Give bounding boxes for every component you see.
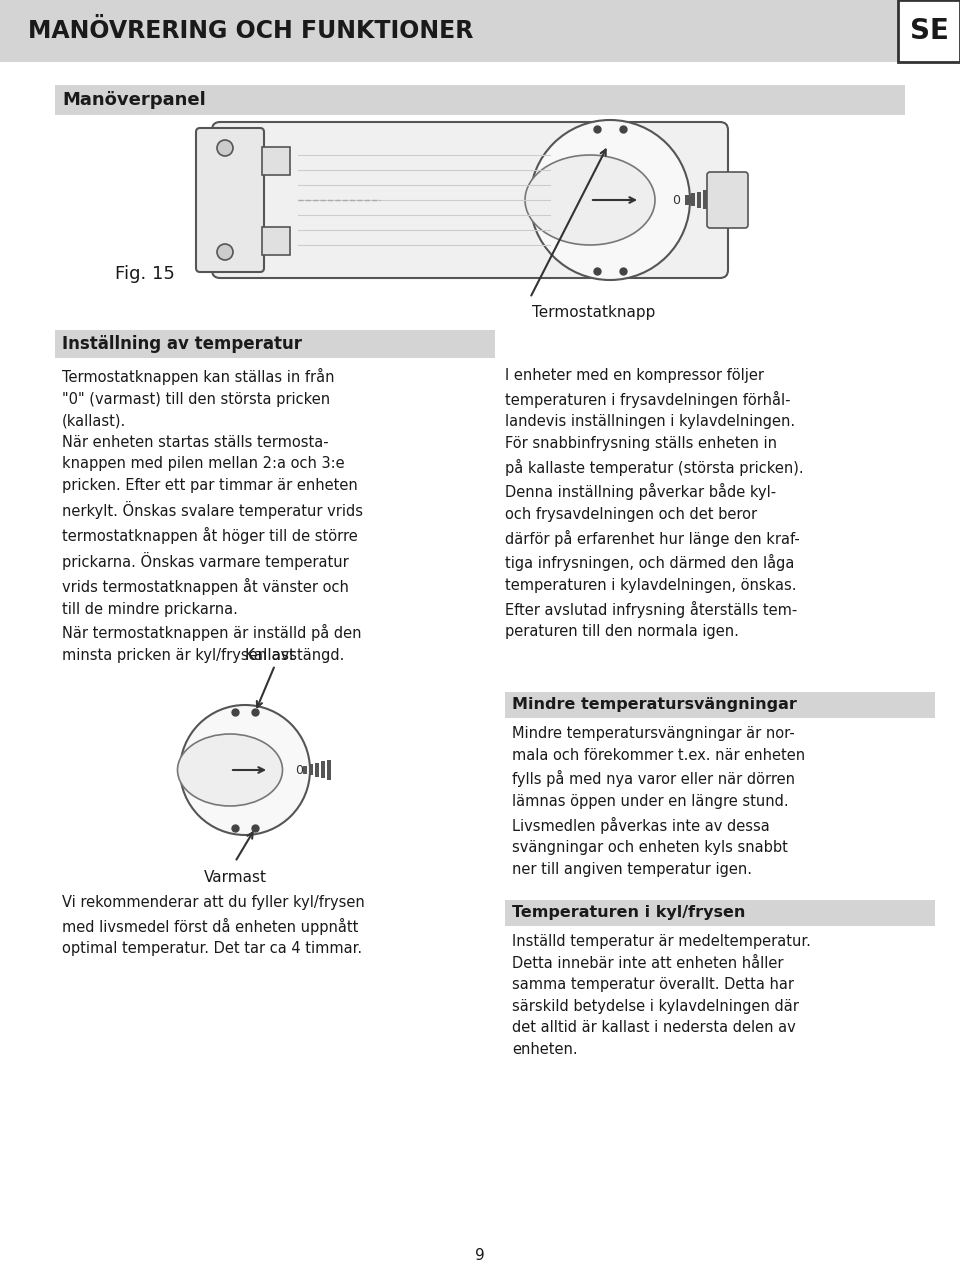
Ellipse shape bbox=[530, 120, 690, 280]
Bar bbox=[715, 187, 719, 212]
Ellipse shape bbox=[180, 705, 310, 835]
Text: Kallast: Kallast bbox=[245, 648, 296, 663]
Text: Fig. 15: Fig. 15 bbox=[115, 265, 175, 283]
Text: Inställning av temperatur: Inställning av temperatur bbox=[62, 335, 302, 353]
Bar bbox=[309, 764, 313, 775]
Text: Termostatknappen kan ställas in från
"0" (varmast) till den största pricken
(kal: Termostatknappen kan ställas in från "0"… bbox=[62, 368, 363, 663]
Ellipse shape bbox=[178, 734, 282, 806]
FancyBboxPatch shape bbox=[55, 330, 495, 358]
Bar bbox=[327, 760, 331, 780]
Bar bbox=[321, 761, 325, 778]
Text: 0: 0 bbox=[295, 764, 303, 776]
FancyBboxPatch shape bbox=[262, 147, 290, 175]
Bar bbox=[703, 191, 707, 208]
Bar bbox=[685, 194, 689, 205]
Text: Varmast: Varmast bbox=[204, 870, 267, 885]
FancyBboxPatch shape bbox=[212, 122, 728, 278]
Circle shape bbox=[217, 244, 233, 260]
Text: Vi rekommenderar att du fyller kyl/frysen
med livsmedel först då enheten uppnått: Vi rekommenderar att du fyller kyl/fryse… bbox=[62, 895, 365, 957]
Ellipse shape bbox=[525, 155, 655, 246]
Bar bbox=[697, 192, 701, 208]
Text: Mindre temperatursvängningar: Mindre temperatursvängningar bbox=[512, 697, 797, 712]
Bar bbox=[709, 189, 713, 211]
Text: Temperaturen i kyl/frysen: Temperaturen i kyl/frysen bbox=[512, 906, 745, 921]
FancyBboxPatch shape bbox=[196, 128, 264, 272]
Text: SE: SE bbox=[909, 17, 948, 45]
FancyBboxPatch shape bbox=[707, 171, 748, 228]
Text: Mindre temperatursvängningar är nor-
mala och förekommer t.ex. när enheten
fylls: Mindre temperatursvängningar är nor- mal… bbox=[512, 726, 805, 877]
Text: Termostatknapp: Termostatknapp bbox=[532, 304, 656, 320]
Text: 9: 9 bbox=[475, 1247, 485, 1262]
Bar bbox=[303, 766, 307, 774]
FancyBboxPatch shape bbox=[505, 900, 935, 926]
Bar bbox=[315, 764, 319, 778]
Bar bbox=[691, 193, 695, 206]
Text: MANÖVRERING OCH FUNKTIONER: MANÖVRERING OCH FUNKTIONER bbox=[28, 19, 473, 43]
FancyBboxPatch shape bbox=[505, 692, 935, 718]
FancyBboxPatch shape bbox=[0, 0, 960, 61]
FancyBboxPatch shape bbox=[898, 0, 960, 61]
FancyBboxPatch shape bbox=[55, 84, 905, 115]
Text: 0: 0 bbox=[672, 193, 680, 206]
Text: Inställd temperatur är medeltemperatur.
Detta innebär inte att enheten håller
sa: Inställd temperatur är medeltemperatur. … bbox=[512, 934, 811, 1056]
Text: I enheter med en kompressor följer
temperaturen i frysavdelningen förhål-
landev: I enheter med en kompressor följer tempe… bbox=[505, 368, 804, 640]
FancyBboxPatch shape bbox=[262, 226, 290, 255]
Circle shape bbox=[217, 139, 233, 156]
Text: Manöverpanel: Manöverpanel bbox=[62, 91, 205, 109]
